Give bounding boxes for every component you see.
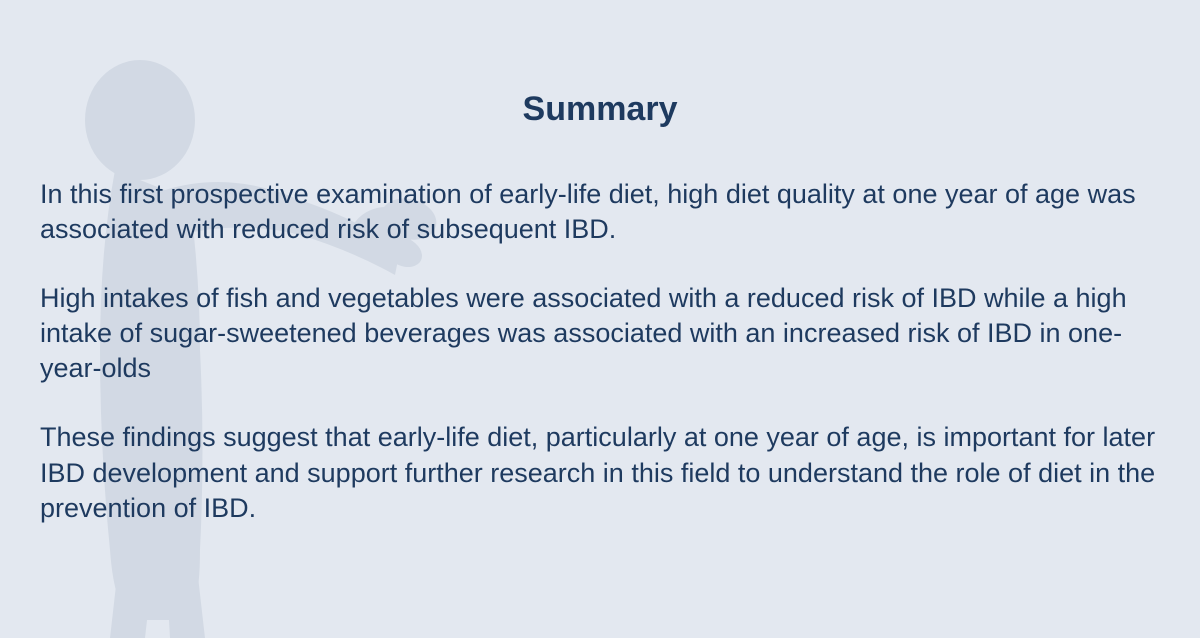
summary-paragraph-1: In this first prospective examination of…: [40, 177, 1160, 247]
slide-content: Summary In this first prospective examin…: [0, 0, 1200, 638]
summary-paragraph-3: These findings suggest that early-life d…: [40, 420, 1160, 525]
summary-paragraph-2: High intakes of fish and vegetables were…: [40, 281, 1160, 386]
slide-title: Summary: [40, 90, 1160, 129]
